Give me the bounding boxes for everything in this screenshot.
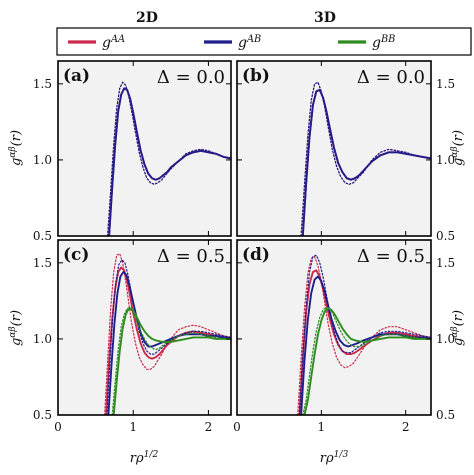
legend-label-0: gAA bbox=[102, 34, 125, 52]
y-tick-label: 1.0 bbox=[33, 332, 52, 346]
column-title-3d: 3D bbox=[314, 10, 336, 26]
x-axis-label-2d: rρ1/2 bbox=[130, 450, 159, 466]
series-aa-dotted-line bbox=[297, 256, 431, 415]
panel-frame bbox=[57, 239, 232, 416]
series-ab-dotted-line bbox=[298, 254, 431, 415]
delta-annotation: Δ = 0.5 bbox=[357, 246, 425, 267]
panel-1: 0.5 1.0 1.5 (b) Δ = 0.0 bbox=[236, 60, 455, 243]
x-tick-label: 2 bbox=[205, 420, 213, 434]
panel-3: 0.5 1.0 1.5 0 1 2 (d) Δ = 0.5 bbox=[233, 239, 455, 434]
series-group bbox=[106, 81, 231, 236]
y-axis-label: gαβ(r) bbox=[450, 130, 466, 166]
series-group bbox=[103, 253, 231, 415]
legend-label-2: gBB bbox=[372, 34, 395, 52]
x-axis-label-3d: rρ1/3 bbox=[320, 450, 349, 466]
y-axis-label: gαβ(r) bbox=[8, 130, 24, 166]
y-tick-label: 1.5 bbox=[436, 77, 455, 91]
y-tick-label: 1.5 bbox=[33, 256, 52, 270]
x-tick-label: 0 bbox=[54, 420, 62, 434]
series-bb-dotted-line bbox=[302, 306, 431, 415]
column-title-2d: 2D bbox=[136, 10, 158, 26]
y-tick-label: 0.5 bbox=[436, 229, 455, 243]
panel-0: 0.5 1.0 1.5 (a) Δ = 0.0 bbox=[33, 60, 232, 243]
panels: 0.51.01.5 (a) Δ = 0.00.51.01.5(b) Δ = 0.00.… bbox=[33, 60, 455, 434]
panel-tag: (c) bbox=[63, 245, 89, 265]
y-axis-labels: gαβ(r) gαβ(r) gαβ(r) gαβ(r) bbox=[8, 130, 466, 346]
panel-tag: (d) bbox=[242, 245, 270, 265]
panel-frame bbox=[57, 60, 232, 237]
y-tick-label: 0.5 bbox=[33, 408, 52, 422]
y-tick-label: 0.5 bbox=[33, 229, 52, 243]
x-tick-label: 0 bbox=[233, 420, 241, 434]
series-ab-solid-line bbox=[301, 88, 431, 236]
panel-frame bbox=[236, 60, 432, 237]
x-tick-label: 1 bbox=[318, 420, 326, 434]
legend-label-1: gAB bbox=[238, 34, 261, 52]
series-bb-solid-line bbox=[112, 307, 231, 415]
series-bb-dotted-line bbox=[111, 307, 231, 415]
delta-annotation: Δ = 0.5 bbox=[157, 246, 225, 267]
series-aa-solid-line bbox=[298, 269, 431, 415]
panel-2: 0.5 1.0 1.5 0 1 2 (c) Δ = 0.5 bbox=[33, 239, 232, 434]
delta-annotation: Δ = 0.0 bbox=[357, 67, 425, 88]
y-tick-label: 1.5 bbox=[33, 77, 52, 91]
y-tick-label: 1.0 bbox=[436, 332, 455, 346]
y-axis-label: gαβ(r) bbox=[450, 310, 466, 346]
x-tick-label: 2 bbox=[402, 420, 410, 434]
legend: gAA gAB gBB bbox=[56, 27, 472, 56]
x-tick-label: 1 bbox=[129, 420, 137, 434]
legend-box bbox=[56, 27, 472, 56]
panel-frame bbox=[236, 239, 432, 416]
series-ab-dotted-line bbox=[106, 259, 231, 415]
y-tick-label: 0.5 bbox=[436, 408, 455, 422]
series-ab-dotted-line bbox=[300, 81, 431, 236]
series-group bbox=[300, 81, 431, 236]
series-ab-solid-line bbox=[108, 87, 231, 236]
panel-tag: (b) bbox=[242, 66, 270, 86]
panel-background bbox=[58, 61, 231, 236]
y-tick-label: 1.5 bbox=[436, 256, 455, 270]
panel-tag: (a) bbox=[63, 66, 90, 86]
y-tick-label: 1.0 bbox=[33, 153, 52, 167]
series-bb-solid-line bbox=[303, 307, 431, 415]
x-axis-labels: rρ1/2 rρ1/3 bbox=[130, 450, 349, 466]
series-aa-dotted-line bbox=[103, 253, 231, 415]
y-axis-label: gαβ(r) bbox=[8, 310, 24, 346]
series-aa-solid-line bbox=[105, 266, 231, 415]
y-tick-label: 1.0 bbox=[436, 153, 455, 167]
series-ab-dotted-line bbox=[106, 81, 231, 236]
delta-annotation: Δ = 0.0 bbox=[157, 67, 225, 88]
series-group bbox=[297, 254, 431, 415]
